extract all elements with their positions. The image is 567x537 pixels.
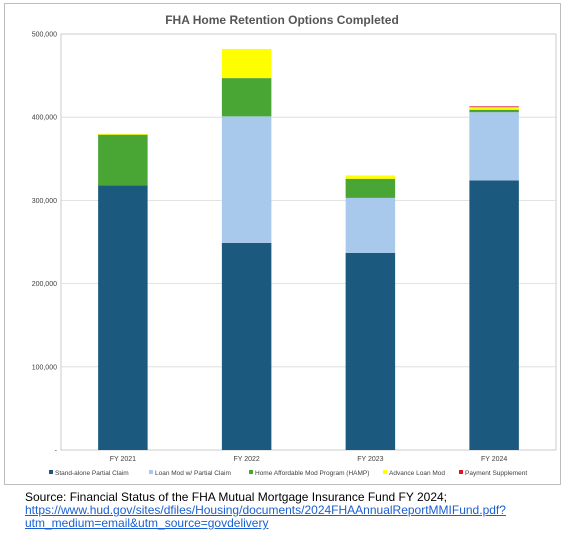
- source-text: Source: Financial Status of the FHA Mutu…: [25, 490, 448, 504]
- plot-area: [60, 33, 557, 451]
- bar-segment: [98, 134, 148, 186]
- bar-segment: [469, 180, 519, 450]
- x-tick-label: FY 2023: [357, 456, 383, 463]
- y-axis: - 100,000 200,000 300,000 400,000 500,000: [32, 32, 58, 455]
- legend-label: Stand-alone Partial Claim: [55, 470, 129, 477]
- bar-segment: [98, 133, 148, 135]
- x-tick-label: FY 2021: [110, 456, 136, 463]
- bar-segment: [345, 252, 396, 450]
- bar-segment: [221, 242, 272, 450]
- legend: Stand-alone Partial Claim Loan Mod w/ Par…: [49, 470, 527, 477]
- bar-segment: [221, 78, 272, 117]
- bar-segment: [469, 112, 519, 181]
- legend-label: Loan Mod w/ Partial Claim: [155, 470, 231, 477]
- bar-segment: [345, 178, 396, 198]
- source-link[interactable]: https://www.hud.gov/sites/dfiles/Housing…: [25, 503, 506, 530]
- stacked-bar-chart: FHA Home Retention Options Completed - 10…: [32, 13, 557, 477]
- bar-segment: [469, 106, 519, 108]
- legend-swatch: [149, 470, 153, 474]
- legend-label: Advance Loan Mod: [389, 470, 445, 477]
- source-link-line-2: utm_medium=email&utm_source=govdelivery: [25, 516, 269, 530]
- y-tick-label: -: [55, 448, 58, 455]
- y-tick-label: 200,000: [32, 281, 57, 288]
- legend-swatch: [383, 470, 387, 474]
- source-link-line-1: https://www.hud.gov/sites/dfiles/Housing…: [25, 503, 506, 517]
- chart-title: FHA Home Retention Options Completed: [165, 13, 399, 27]
- chart-container: FHA Home Retention Options Completed - 10…: [4, 3, 561, 485]
- bar-segment: [98, 185, 148, 450]
- bar-segment: [469, 107, 519, 110]
- bar-segment: [345, 197, 396, 253]
- legend-label: Home Affordable Mod Program (HAMP): [255, 470, 369, 477]
- legend-swatch: [49, 470, 53, 474]
- x-axis: FY 2021 FY 2022 FY 2023 FY 2024: [110, 456, 508, 463]
- y-tick-label: 300,000: [32, 198, 57, 205]
- bar-segment: [345, 175, 396, 179]
- bar-segment: [469, 109, 519, 113]
- legend-label: Payment Supplement: [465, 470, 527, 477]
- y-tick-label: 500,000: [32, 32, 57, 39]
- y-tick-label: 400,000: [32, 115, 57, 122]
- bar-segment: [221, 48, 272, 79]
- x-tick-label: FY 2024: [481, 456, 507, 463]
- legend-swatch: [459, 470, 463, 474]
- source-note: Source: Financial Status of the FHA Mutu…: [25, 491, 560, 530]
- bars: [98, 48, 519, 450]
- y-tick-label: 100,000: [32, 364, 57, 371]
- legend-swatch: [249, 470, 253, 474]
- x-tick-label: FY 2022: [233, 456, 259, 463]
- bar-segment: [221, 116, 272, 243]
